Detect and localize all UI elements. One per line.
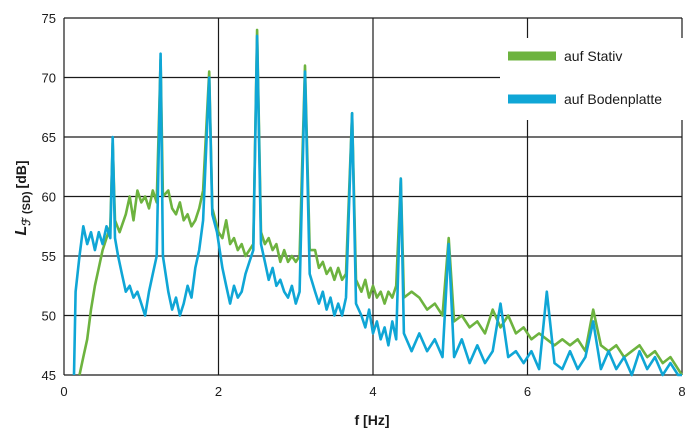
series-line-auf-bodenplatte (72, 34, 682, 377)
y-axis-title-symbol: L (13, 226, 30, 236)
x-tick-label: 4 (369, 384, 376, 399)
y-tick-label: 75 (42, 11, 56, 26)
y-tick-label: 65 (42, 130, 56, 145)
y-tick-label: 55 (42, 249, 56, 264)
x-tick-label: 8 (678, 384, 685, 399)
x-tick-label: 0 (60, 384, 67, 399)
y-axis-title-unit: [dB] (13, 160, 29, 188)
legend: auf Stativ auf Bodenplatte (500, 38, 692, 120)
legend-label-auf-stativ: auf Stativ (564, 48, 622, 64)
x-tick-label: 6 (524, 384, 531, 399)
y-tick-label: 45 (42, 368, 56, 383)
x-axis-title: f [Hz] (355, 412, 390, 428)
y-axis-title-subscript: ℱ (SD) (21, 191, 33, 226)
x-tick-label: 2 (215, 384, 222, 399)
series-layer (72, 28, 684, 377)
y-axis-title: Lℱ (SD) [dB] (13, 160, 33, 235)
y-tick-label: 70 (42, 71, 56, 86)
tick-labels: 45 50 55 60 65 70 75 0 2 4 6 8 (42, 11, 686, 399)
y-tick-label: 50 (42, 309, 56, 324)
y-tick-label: 60 (42, 190, 56, 205)
legend-label-auf-bodenplatte: auf Bodenplatte (564, 91, 662, 107)
series-line-auf-stativ (78, 28, 684, 376)
